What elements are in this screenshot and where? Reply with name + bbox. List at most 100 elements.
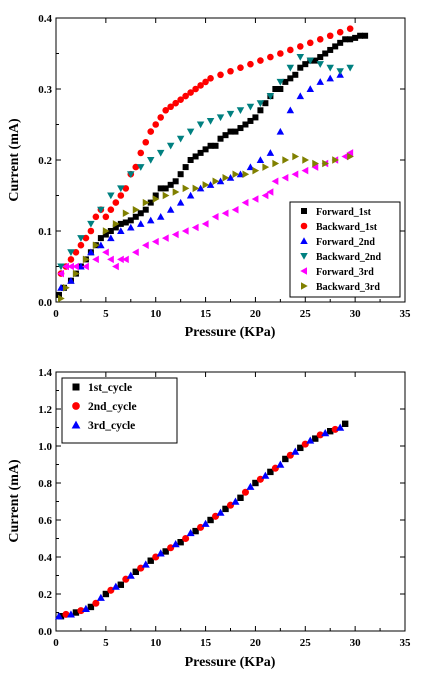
- data-point: [112, 262, 119, 271]
- data-point: [216, 114, 225, 122]
- data-point: [97, 206, 105, 214]
- data-point: [177, 96, 184, 103]
- data-point: [222, 174, 230, 182]
- data-point: [312, 435, 319, 442]
- data-point: [77, 241, 85, 249]
- data-point: [237, 125, 244, 132]
- y-tick-label: 0.4: [38, 13, 52, 25]
- data-point: [176, 198, 185, 206]
- chart-top: 0 5 10 15 20 25 30 35 0.0 0.1 0.2 0.3 0.4 Pressure …: [7, 13, 411, 340]
- data-point: [142, 206, 149, 213]
- chart-bottom-x-axis-label: Pressure (KPa): [185, 655, 276, 670]
- data-point: [117, 185, 125, 193]
- data-point: [306, 39, 314, 47]
- data-point: [152, 192, 159, 199]
- data-point: [67, 249, 75, 257]
- data-point: [312, 159, 320, 168]
- data-point: [346, 149, 354, 157]
- data-point: [246, 163, 255, 171]
- y-tick-label: 0.3: [38, 84, 52, 96]
- data-point: [346, 25, 354, 32]
- data-point: [276, 78, 285, 86]
- data-point: [322, 50, 329, 57]
- data-point: [166, 142, 175, 150]
- data-point: [201, 220, 209, 228]
- data-point: [326, 32, 334, 40]
- chart-bottom-y-axis: 0.0 0.2 0.4 0.6 0.8 1.0 1.2 1.4: [38, 367, 405, 638]
- data-point: [172, 178, 179, 185]
- data-point: [206, 117, 215, 125]
- x-tick-label: 15: [200, 308, 212, 320]
- data-point: [182, 164, 189, 171]
- data-point: [336, 28, 344, 36]
- data-point: [107, 228, 114, 234]
- data-point: [137, 210, 144, 217]
- data-point: [141, 241, 149, 249]
- x-tick-label: 25: [300, 308, 312, 320]
- data-point: [336, 68, 344, 75]
- data-point: [267, 468, 274, 476]
- data-point: [212, 142, 219, 149]
- data-point: [122, 255, 129, 264]
- x-tick-label: 20: [250, 308, 262, 320]
- data-point: [77, 235, 85, 242]
- data-point: [87, 227, 95, 235]
- legend-marker: [72, 383, 80, 391]
- data-point: [112, 224, 119, 231]
- data-point: [206, 181, 215, 188]
- legend-marker: [71, 420, 81, 429]
- data-point: [77, 262, 85, 270]
- data-point: [317, 54, 324, 61]
- data-point: [262, 163, 270, 171]
- data-point: [347, 36, 354, 43]
- data-point: [72, 262, 79, 271]
- data-point: [62, 284, 70, 292]
- data-point: [117, 581, 125, 588]
- data-point: [156, 149, 165, 157]
- chart-bottom: 0 5 10 15 20 25 30 35 0.00.20.40.60.81.01.21.4 …: [7, 367, 411, 670]
- data-point: [336, 423, 345, 431]
- data-point: [161, 234, 169, 242]
- legend-marker: [300, 222, 308, 230]
- data-point: [152, 121, 160, 128]
- data-point: [202, 78, 209, 86]
- data-point: [342, 36, 349, 43]
- y-tick-label: 0.6: [38, 515, 52, 527]
- data-point: [157, 185, 164, 192]
- data-point: [196, 121, 205, 129]
- data-point: [312, 57, 319, 64]
- data-point: [232, 128, 239, 135]
- data-point: [306, 57, 315, 65]
- data-point: [186, 528, 195, 537]
- x-tick-label: 35: [400, 308, 412, 320]
- data-point: [322, 159, 329, 168]
- data-point: [282, 156, 290, 164]
- data-point: [176, 135, 185, 143]
- data-point: [256, 100, 265, 107]
- x-tick-label: 35: [400, 637, 412, 649]
- data-point: [302, 156, 310, 164]
- data-point: [96, 593, 105, 601]
- data-point: [197, 82, 204, 89]
- data-point: [242, 121, 249, 128]
- data-point: [287, 75, 294, 82]
- data-point: [72, 249, 80, 256]
- data-point: [157, 114, 164, 121]
- chart-bottom-x-axis: 0 5 10 15 20 25 30 35: [53, 372, 411, 649]
- x-tick-label: 10: [150, 308, 162, 320]
- data-point: [82, 262, 89, 271]
- data-point: [306, 85, 315, 92]
- data-point: [102, 248, 109, 257]
- data-point: [286, 106, 295, 114]
- chart-bottom-legend-box: [61, 377, 178, 444]
- data-point: [301, 166, 309, 175]
- data-point: [266, 188, 274, 196]
- data-point: [297, 444, 304, 452]
- data-point: [192, 153, 199, 160]
- data-point: [57, 284, 65, 291]
- data-point: [216, 508, 225, 516]
- legend-label: 1st_cycle: [88, 382, 132, 394]
- data-point: [252, 114, 259, 121]
- chart-top-y-axis-label: Current (mA): [7, 118, 22, 202]
